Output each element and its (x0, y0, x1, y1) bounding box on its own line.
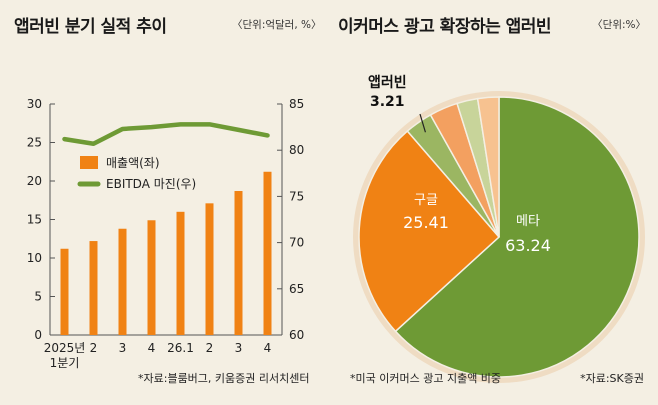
left-tick-label: 5 (34, 290, 42, 304)
right-tick-label: 75 (289, 189, 304, 203)
slice-value-applovin: 3.21 (370, 94, 405, 110)
x-tick-label: 2025년 1분기 (44, 341, 86, 370)
revenue-bar (176, 211, 185, 335)
revenue-bar (263, 171, 272, 335)
right-chart-note: *미국 이커머스 광고 지출액 비중 (350, 372, 502, 385)
ecommerce-panel: 이커머스 광고 확장하는 앱러빈 〈단위:%〉 메타 63.24 구글 25.41 앱러… (330, 0, 658, 405)
x-tick-label: 3 (119, 341, 127, 355)
left-chart-title: 앱러빈 분기 실적 추이 (14, 17, 167, 37)
left-tick-label: 10 (27, 251, 42, 265)
revenue-bar (147, 220, 156, 335)
left-chart-unit: 〈단위:억달러, %〉 (232, 19, 322, 31)
revenue-bar (234, 191, 243, 335)
left-tick-label: 25 (27, 136, 42, 150)
right-chart-source: *자료:SK증권 (580, 372, 644, 385)
left-tick-label: 30 (27, 97, 42, 111)
right-tick-label: 80 (289, 143, 304, 157)
x-tick-label: 4 (148, 341, 156, 355)
left-tick-label: 15 (27, 213, 42, 227)
slice-label-google: 구글 (414, 193, 438, 208)
left-tick-label: 20 (27, 174, 42, 188)
ebitda-margin-line (62, 122, 270, 146)
revenue-combo-chart: 0 5 10 15 20 25 30 60 65 70 75 80 85 2025년 1분기 2 3 4 26.1 2… (27, 97, 305, 370)
legend-swatch-revenue (80, 156, 98, 169)
pie-slice (476, 96, 500, 238)
x-tick-label: 2 (90, 341, 98, 355)
left-chart-source: *자료:블룸버그, 키움증권 리서치센터 (138, 372, 310, 385)
right-tick-label: 85 (289, 97, 304, 111)
right-tick-label: 65 (289, 282, 304, 296)
right-chart-title: 이커머스 광고 확장하는 앱러빈 (338, 17, 552, 37)
right-chart-unit: 〈단위:%〉 (592, 19, 646, 31)
x-tick-label: 26.1 (167, 341, 194, 355)
legend-label-ebitda: EBITDA 마진(우) (106, 177, 196, 191)
pie-slice (358, 130, 501, 333)
slice-label-meta: 메타 (516, 214, 540, 229)
ecommerce-share-pie: 메타 63.24 구글 25.41 앱러빈 3.21 (353, 75, 645, 383)
right-tick-label: 70 (289, 236, 304, 250)
pie-slice (394, 96, 640, 378)
x-tick-label: 2 (206, 341, 214, 355)
slice-label-applovin: 앱러빈 (368, 75, 407, 91)
left-tick-label: 0 (34, 328, 42, 342)
legend-label-revenue: 매출액(좌) (106, 156, 160, 170)
revenue-panel: 앱러빈 분기 실적 추이 〈단위:억달러, %〉 0 5 10 15 20 25 30 60 6… (0, 0, 322, 405)
right-tick-label: 60 (289, 328, 304, 342)
revenue-bar (205, 203, 214, 335)
revenue-bar (89, 241, 98, 335)
revenue-bar (118, 228, 127, 335)
slice-value-google: 25.41 (403, 213, 449, 232)
x-tick-label: 4 (264, 341, 272, 355)
revenue-bar (60, 248, 69, 335)
slice-value-meta: 63.24 (505, 236, 551, 255)
x-tick-label: 3 (235, 341, 243, 355)
applovin-leader-line (419, 113, 427, 133)
